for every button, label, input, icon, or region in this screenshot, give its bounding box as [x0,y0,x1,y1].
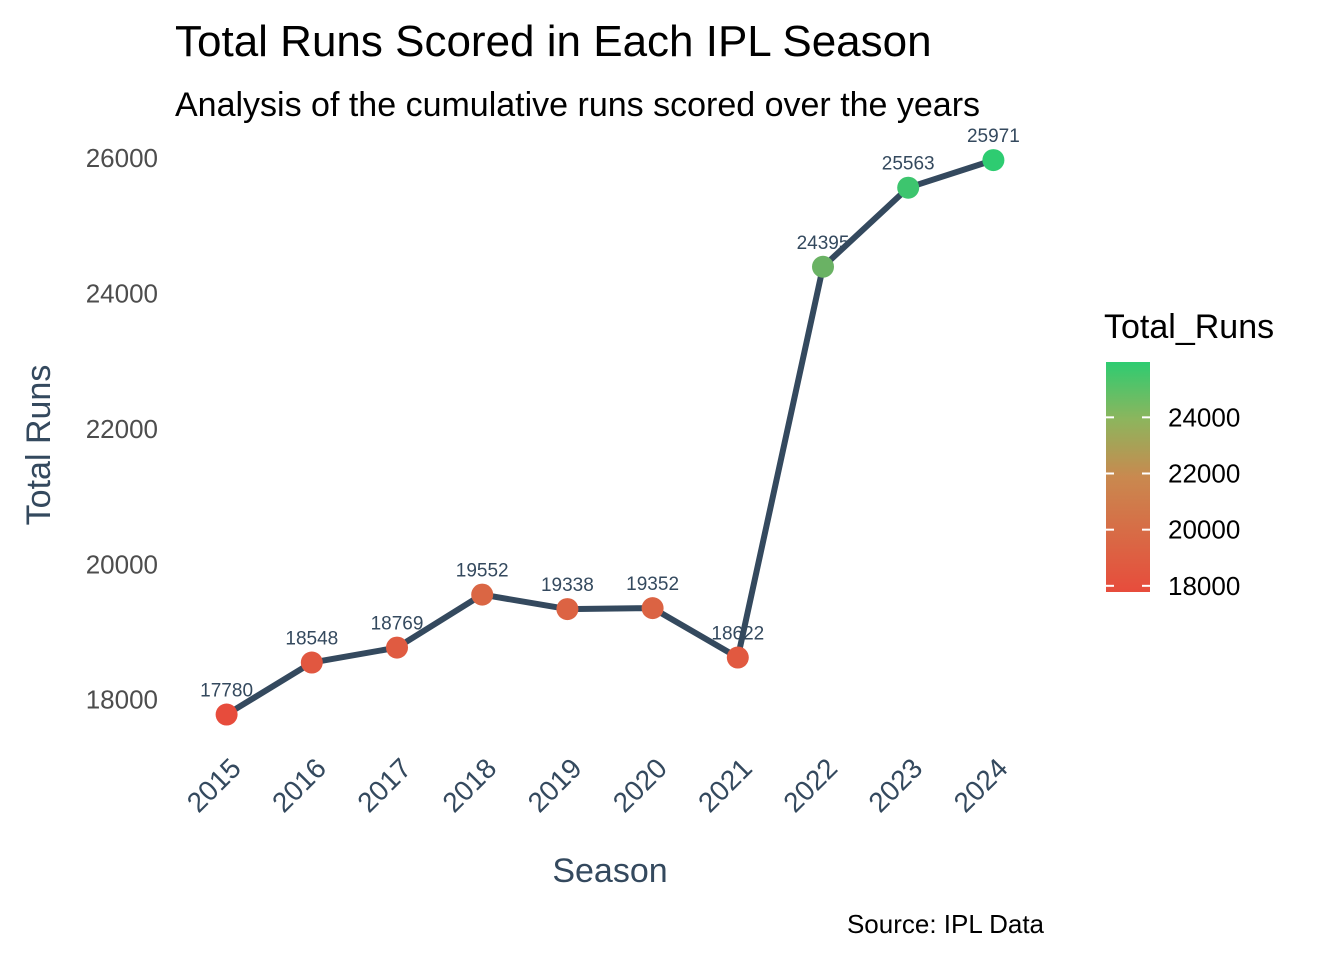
series-line [223,157,997,718]
x-tick-label: 2016 [266,752,332,818]
x-tick-label: 2019 [522,752,588,818]
data-point [471,583,494,606]
x-tick-label: 2017 [351,752,417,818]
caption: Source: IPL Data [847,909,1045,939]
data-label: 18548 [285,629,338,650]
y-tick-label: 18000 [86,685,158,715]
legend-tick-label: 22000 [1168,459,1240,489]
data-point [386,636,408,659]
data-label: 24395 [797,233,850,254]
data-point [726,646,749,669]
chart-title: Total Runs Scored in Each IPL Season [175,17,932,66]
x-tick-label: 2023 [862,752,928,818]
points-layer [215,149,1005,726]
data-label: 19552 [456,561,509,582]
y-axis-title: Total Runs [20,365,58,526]
x-tick-label: 2024 [948,752,1014,818]
x-tick-label: 2018 [436,752,502,818]
data-point [556,598,579,621]
y-tick-label: 24000 [86,279,158,309]
data-point [215,703,238,726]
legend-tick-label: 18000 [1168,571,1240,601]
data-label: 25563 [882,154,935,175]
series-layer [223,157,997,718]
data-label: 25971 [967,126,1020,147]
y-axis-ticks: 18000 20000 22000 24000 26000 [86,143,158,715]
legend: Total_Runs 18000 20000 22000 24000 [1104,308,1274,601]
y-tick-label: 26000 [86,143,158,173]
data-point [982,149,1005,172]
data-label: 19352 [626,574,679,595]
y-tick-label: 20000 [86,549,158,579]
y-tick-label: 22000 [86,414,158,444]
x-axis-ticks: 2015 2016 2017 2018 2019 2020 2021 2022 2023 2024 [181,752,1014,818]
data-point [897,176,920,199]
x-tick-label: 2020 [607,752,673,818]
legend-title: Total_Runs [1104,308,1274,346]
x-tick-label: 2015 [181,752,247,818]
legend-tick-label: 20000 [1168,515,1240,545]
data-label: 18622 [711,624,764,645]
data-point [300,651,323,674]
data-label: 19338 [541,575,594,596]
x-tick-label: 2022 [777,752,843,818]
legend-colorbar [1106,362,1150,592]
chart-subtitle: Analysis of the cumulative runs scored o… [175,86,980,124]
data-labels-layer: 17780 18548 18769 19552 19338 19352 18622 24395… [200,126,1020,701]
data-label: 17780 [200,681,253,702]
legend-tick-label: 24000 [1168,402,1240,432]
data-label: 18769 [371,614,424,635]
x-axis-title: Season [552,852,667,890]
data-point [812,255,834,278]
data-point [641,597,664,620]
legend-ticks: 18000 20000 22000 24000 [1106,402,1240,601]
x-tick-label: 2021 [692,752,758,818]
